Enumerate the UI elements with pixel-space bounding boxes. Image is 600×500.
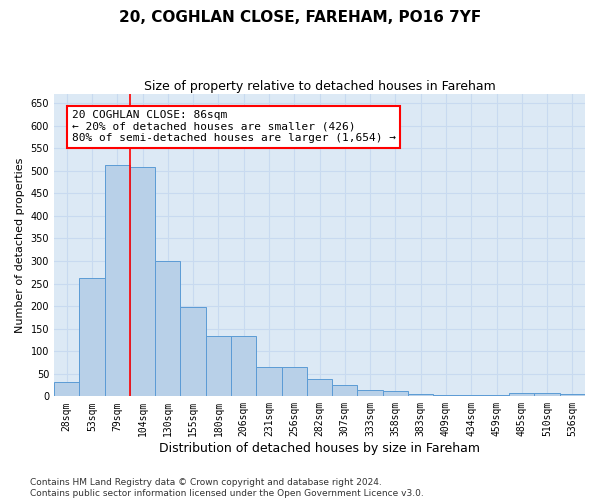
- Text: Contains HM Land Registry data © Crown copyright and database right 2024.
Contai: Contains HM Land Registry data © Crown c…: [30, 478, 424, 498]
- Bar: [281, 367, 307, 396]
- Bar: [206, 336, 231, 396]
- Bar: [307, 379, 332, 396]
- Bar: [433, 394, 458, 396]
- Bar: [560, 394, 585, 396]
- X-axis label: Distribution of detached houses by size in Fareham: Distribution of detached houses by size …: [159, 442, 480, 455]
- Bar: [484, 394, 509, 396]
- Bar: [458, 394, 484, 396]
- Bar: [231, 336, 256, 396]
- Bar: [256, 367, 281, 396]
- Bar: [104, 166, 130, 396]
- Text: 20, COGHLAN CLOSE, FAREHAM, PO16 7YF: 20, COGHLAN CLOSE, FAREHAM, PO16 7YF: [119, 10, 481, 25]
- Bar: [383, 392, 408, 396]
- Bar: [535, 393, 560, 396]
- Bar: [358, 390, 383, 396]
- Bar: [79, 278, 104, 396]
- Y-axis label: Number of detached properties: Number of detached properties: [15, 158, 25, 333]
- Bar: [155, 260, 181, 396]
- Text: 20 COGHLAN CLOSE: 86sqm
← 20% of detached houses are smaller (426)
80% of semi-d: 20 COGHLAN CLOSE: 86sqm ← 20% of detache…: [72, 110, 396, 143]
- Bar: [130, 167, 155, 396]
- Bar: [181, 308, 206, 396]
- Bar: [332, 385, 358, 396]
- Title: Size of property relative to detached houses in Fareham: Size of property relative to detached ho…: [143, 80, 496, 93]
- Bar: [54, 382, 79, 396]
- Bar: [408, 394, 433, 396]
- Bar: [509, 393, 535, 396]
